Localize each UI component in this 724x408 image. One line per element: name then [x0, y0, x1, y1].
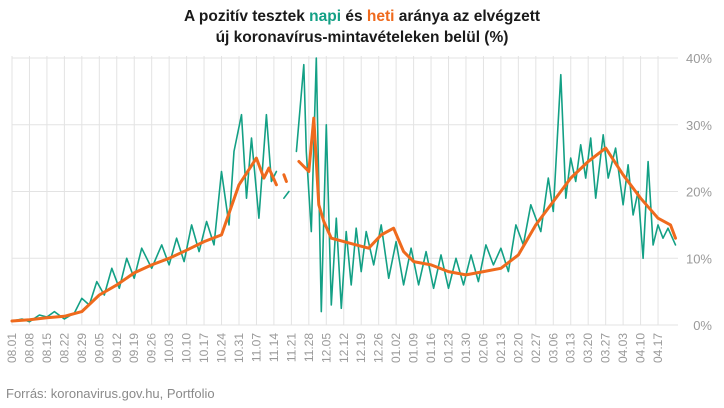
legend-weekly-label: heti [366, 8, 395, 25]
x-tick-label: 11.14 [267, 333, 281, 362]
title-line-1: A pozitív tesztek napi és heti aránya az… [0, 6, 724, 27]
x-tick-label: 12.19 [354, 333, 368, 363]
y-tick-label: 20% [686, 185, 712, 200]
x-tick-label: 09.19 [127, 333, 141, 363]
x-tick-label: 12.05 [319, 333, 333, 363]
y-tick-label: 40% [686, 51, 712, 66]
title-text: és [341, 8, 367, 25]
x-tick-label: 08.15 [40, 333, 54, 363]
x-tick-label: 01.09 [407, 333, 421, 363]
title-text: aránya az elvégzett [394, 8, 541, 25]
x-tick-label: 02.20 [511, 333, 525, 363]
x-tick-label: 11.21 [284, 333, 298, 362]
x-tick-label: 09.05 [92, 333, 106, 363]
x-tick-label: 08.29 [75, 333, 89, 363]
y-tick-label: 10% [686, 251, 712, 266]
x-tick-label: 02.27 [529, 333, 543, 363]
x-tick-label: 11.28 [302, 333, 316, 362]
x-tick-label: 11.07 [249, 333, 263, 362]
legend-daily-label: napi [309, 8, 342, 25]
x-tick-label: 03.13 [564, 333, 578, 363]
x-tick-label: 03.06 [546, 333, 560, 363]
y-tick-label: 0% [693, 318, 712, 333]
x-tick-label: 10.10 [180, 333, 194, 363]
x-tick-label: 08.22 [57, 333, 71, 363]
x-tick-label: 01.16 [424, 333, 438, 363]
x-axis-labels: 08.01 08.08 08.15 08.22 08.29 09.05 09.12 09.19… [5, 333, 665, 363]
x-tick-label: 12.12 [337, 333, 351, 363]
y-tick-label: 30% [686, 118, 712, 133]
x-tick-label: 03.27 [599, 333, 613, 363]
x-tick-label: 08.08 [22, 333, 36, 363]
x-tick-label: 02.06 [476, 333, 490, 363]
x-tick-label: 09.12 [110, 333, 124, 363]
gridlines [11, 56, 678, 326]
x-tick-label: 10.24 [215, 333, 229, 363]
title-line-2: új koronavírus-mintavételeken belül (%) [215, 29, 509, 46]
x-tick-label: 01.30 [459, 333, 473, 363]
x-tick-label: 12.26 [372, 333, 386, 363]
x-tick-label: 01.23 [442, 333, 456, 363]
y-axis-labels: 0% 10% 20% 30% 40% [686, 51, 712, 333]
x-tick-label: 04.10 [634, 333, 648, 363]
x-tick-label: 09.26 [145, 333, 159, 363]
series-line-heti [10, 116, 677, 323]
x-tick-label: 02.13 [494, 333, 508, 363]
x-tick-label: 10.03 [162, 333, 176, 363]
x-tick-label: 03.20 [581, 333, 595, 363]
series-lines [10, 57, 677, 323]
x-tick-label: 01.02 [389, 333, 403, 363]
x-tick-label: 10.31 [232, 333, 246, 363]
chart-title: A pozitív tesztek napi és heti aránya az… [0, 6, 724, 48]
x-tick-label: 08.01 [5, 333, 19, 363]
source-note: Forrás: koronavirus.gov.hu, Portfolio [6, 386, 215, 401]
x-tick-label: 10.17 [197, 333, 211, 363]
x-tick-label: 04.17 [651, 333, 665, 363]
x-tick-label: 04.03 [616, 333, 630, 363]
title-text: A pozitív tesztek [183, 8, 310, 25]
